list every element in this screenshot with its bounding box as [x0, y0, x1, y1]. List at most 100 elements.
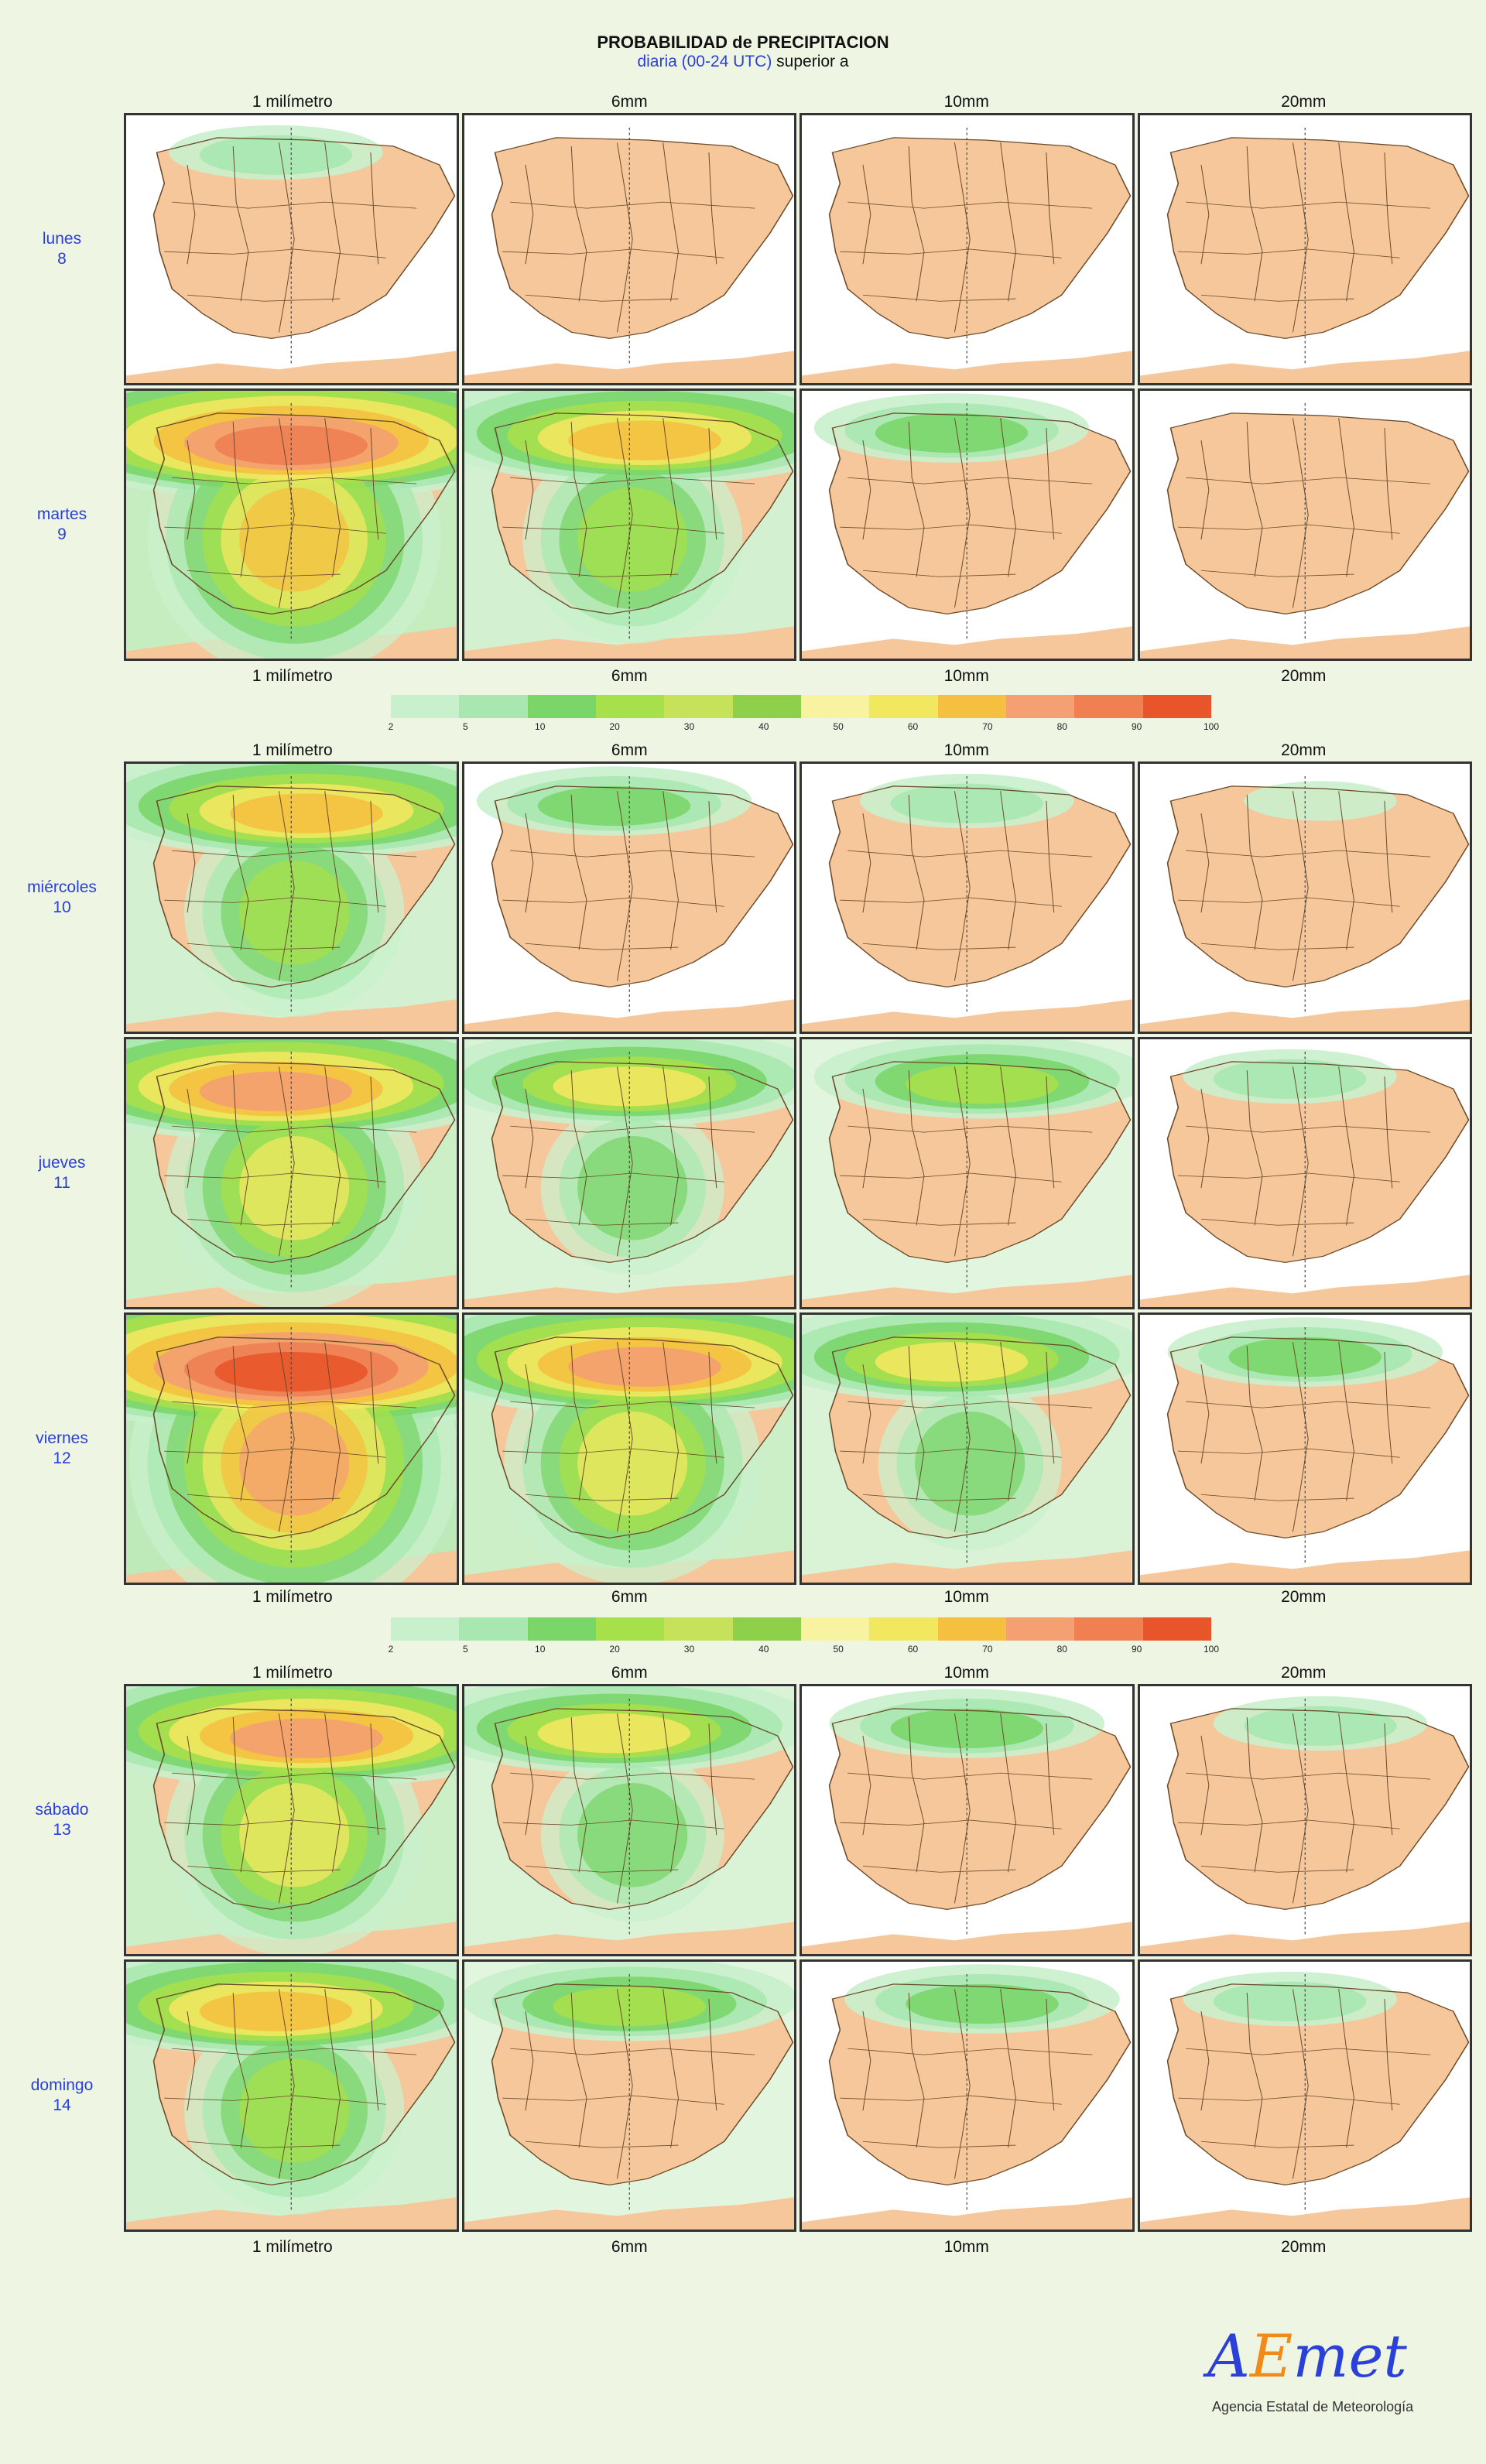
threshold-label: 1 milímetro: [252, 1664, 333, 1682]
legend-tick-label: 10: [535, 1644, 546, 1655]
precip-map-svg: [802, 391, 1132, 659]
precip-map-svg: [802, 1315, 1132, 1583]
legend-tick-label: 20: [609, 721, 620, 732]
threshold-label: 6mm: [611, 1588, 648, 1606]
legend-tick-label: 40: [758, 721, 769, 732]
legend-swatch: [527, 1617, 596, 1641]
threshold-label: 20mm: [1281, 2238, 1327, 2256]
precip-map-panel: [124, 1959, 459, 2232]
legend-swatch: [937, 695, 1006, 718]
threshold-label: 20mm: [1281, 667, 1327, 685]
precip-map-svg: [1139, 391, 1470, 659]
threshold-label: 6mm: [611, 741, 648, 759]
legend-swatch: [937, 1617, 1006, 1641]
threshold-label: 1 milímetro: [252, 741, 333, 759]
legend-swatch: [459, 695, 528, 718]
legend-tick-label: 100: [1203, 1644, 1220, 1655]
precip-map-svg: [1139, 1686, 1470, 1954]
precip-map-panel: [124, 1684, 459, 1956]
page-subtitle: diaria (00-24 UTC) superior a: [0, 53, 1486, 71]
legend-tick-label: 5: [463, 721, 468, 732]
precip-map-panel: [799, 1312, 1135, 1585]
threshold-header-row: 1 milímetro 6mm 10mm 20mm: [124, 1664, 1472, 1682]
subtitle-period: diaria (00-24 UTC): [637, 53, 772, 70]
legend-swatch: [732, 1617, 801, 1641]
precip-map-panel: [461, 761, 796, 1034]
legend-swatch: [664, 1617, 733, 1641]
precip-map-panel: [461, 1684, 796, 1956]
aemet-logo: AEmet Agencia Estatal de Meteorología: [1207, 2322, 1455, 2438]
legend-tick-label: 60: [907, 1644, 919, 1655]
legend-tick-label: 90: [1131, 721, 1142, 732]
legend-tick-label: 70: [982, 1644, 993, 1655]
precip-map-svg: [464, 391, 794, 659]
threshold-label: 6mm: [611, 2238, 648, 2256]
subtitle-rest: superior a: [772, 53, 849, 70]
day-label: lunes 8: [8, 229, 116, 269]
precip-map-svg: [802, 1686, 1132, 1954]
map-grid: [124, 1684, 1472, 2232]
precip-map-panel: [799, 388, 1135, 661]
legend-swatch: [800, 695, 870, 718]
threshold-label: 20mm: [1281, 1664, 1327, 1682]
legend-tick-label: 2: [388, 721, 394, 732]
day-number: 11: [53, 1174, 70, 1192]
legend-tick-label: 70: [982, 721, 993, 732]
precip-map-svg: [464, 115, 794, 383]
precip-map-svg: [126, 115, 457, 383]
threshold-header-row: 1 milímetro 6mm 10mm 20mm: [124, 93, 1472, 111]
page-title: PROBABILIDAD de PRECIPITACION: [597, 33, 889, 52]
precip-map-panel: [461, 113, 796, 385]
day-number: 12: [53, 1449, 71, 1467]
day-label: domingo 14: [8, 2076, 116, 2116]
legend-swatch: [1005, 1617, 1075, 1641]
precip-map-panel: [1137, 1959, 1472, 2232]
probability-legend: 2 5 10 20 30 40 50 60 70 80 90 100: [389, 1617, 1219, 1656]
legend-tick-label: 5: [463, 1644, 468, 1655]
precip-map-panel: [461, 388, 796, 661]
precip-map-svg: [1139, 115, 1470, 383]
precip-map-panel: [799, 1684, 1135, 1956]
threshold-label: 10mm: [943, 741, 989, 759]
legend-tick-label: 30: [683, 1644, 695, 1655]
legend-tick-label: 50: [833, 721, 844, 732]
legend-tick-label: 100: [1203, 721, 1220, 732]
day-name: lunes: [42, 230, 82, 248]
precip-map-svg: [802, 1039, 1132, 1307]
day-label: miércoles 10: [8, 878, 116, 918]
precip-map-svg: [126, 1315, 457, 1583]
precip-map-svg: [126, 764, 457, 1032]
legend-swatch: [459, 1617, 528, 1641]
day-label: sábado 13: [8, 1800, 116, 1840]
threshold-label: 10mm: [943, 2238, 989, 2256]
precip-map-svg: [1139, 1039, 1470, 1307]
threshold-label: 10mm: [943, 667, 989, 685]
legend-swatch: [869, 695, 938, 718]
precip-map-svg: [464, 1686, 794, 1954]
legend-tick-label: 90: [1131, 1644, 1142, 1655]
threshold-label: 10mm: [943, 1588, 989, 1606]
legend-swatch: [527, 695, 596, 718]
precip-map-svg: [802, 764, 1132, 1032]
threshold-label: 20mm: [1281, 93, 1327, 111]
logo-wordmark: AEmet: [1207, 2322, 1407, 2390]
precip-map-panel: [799, 1959, 1135, 2232]
precip-map-svg: [1139, 1315, 1470, 1583]
legend-swatch: [1074, 695, 1143, 718]
day-label: martes 9: [8, 505, 116, 545]
threshold-label: 20mm: [1281, 1588, 1327, 1606]
day-label: jueves 11: [8, 1153, 116, 1193]
day-number: 13: [53, 1821, 71, 1839]
precip-map-svg: [802, 1962, 1132, 2230]
threshold-label: 6mm: [611, 93, 648, 111]
legend-swatch: [391, 1617, 460, 1641]
legend-swatch: [1142, 1617, 1211, 1641]
legend-swatch: [1074, 1617, 1143, 1641]
precip-map-svg: [464, 1962, 794, 2230]
day-number: 9: [57, 525, 67, 543]
precip-map-panel: [124, 1037, 459, 1309]
threshold-header-row: 1 milímetro 6mm 10mm 20mm: [124, 1588, 1472, 1607]
legend-swatch: [1005, 695, 1075, 718]
precip-map-panel: [1137, 1037, 1472, 1309]
precip-map-panel: [1137, 113, 1472, 385]
